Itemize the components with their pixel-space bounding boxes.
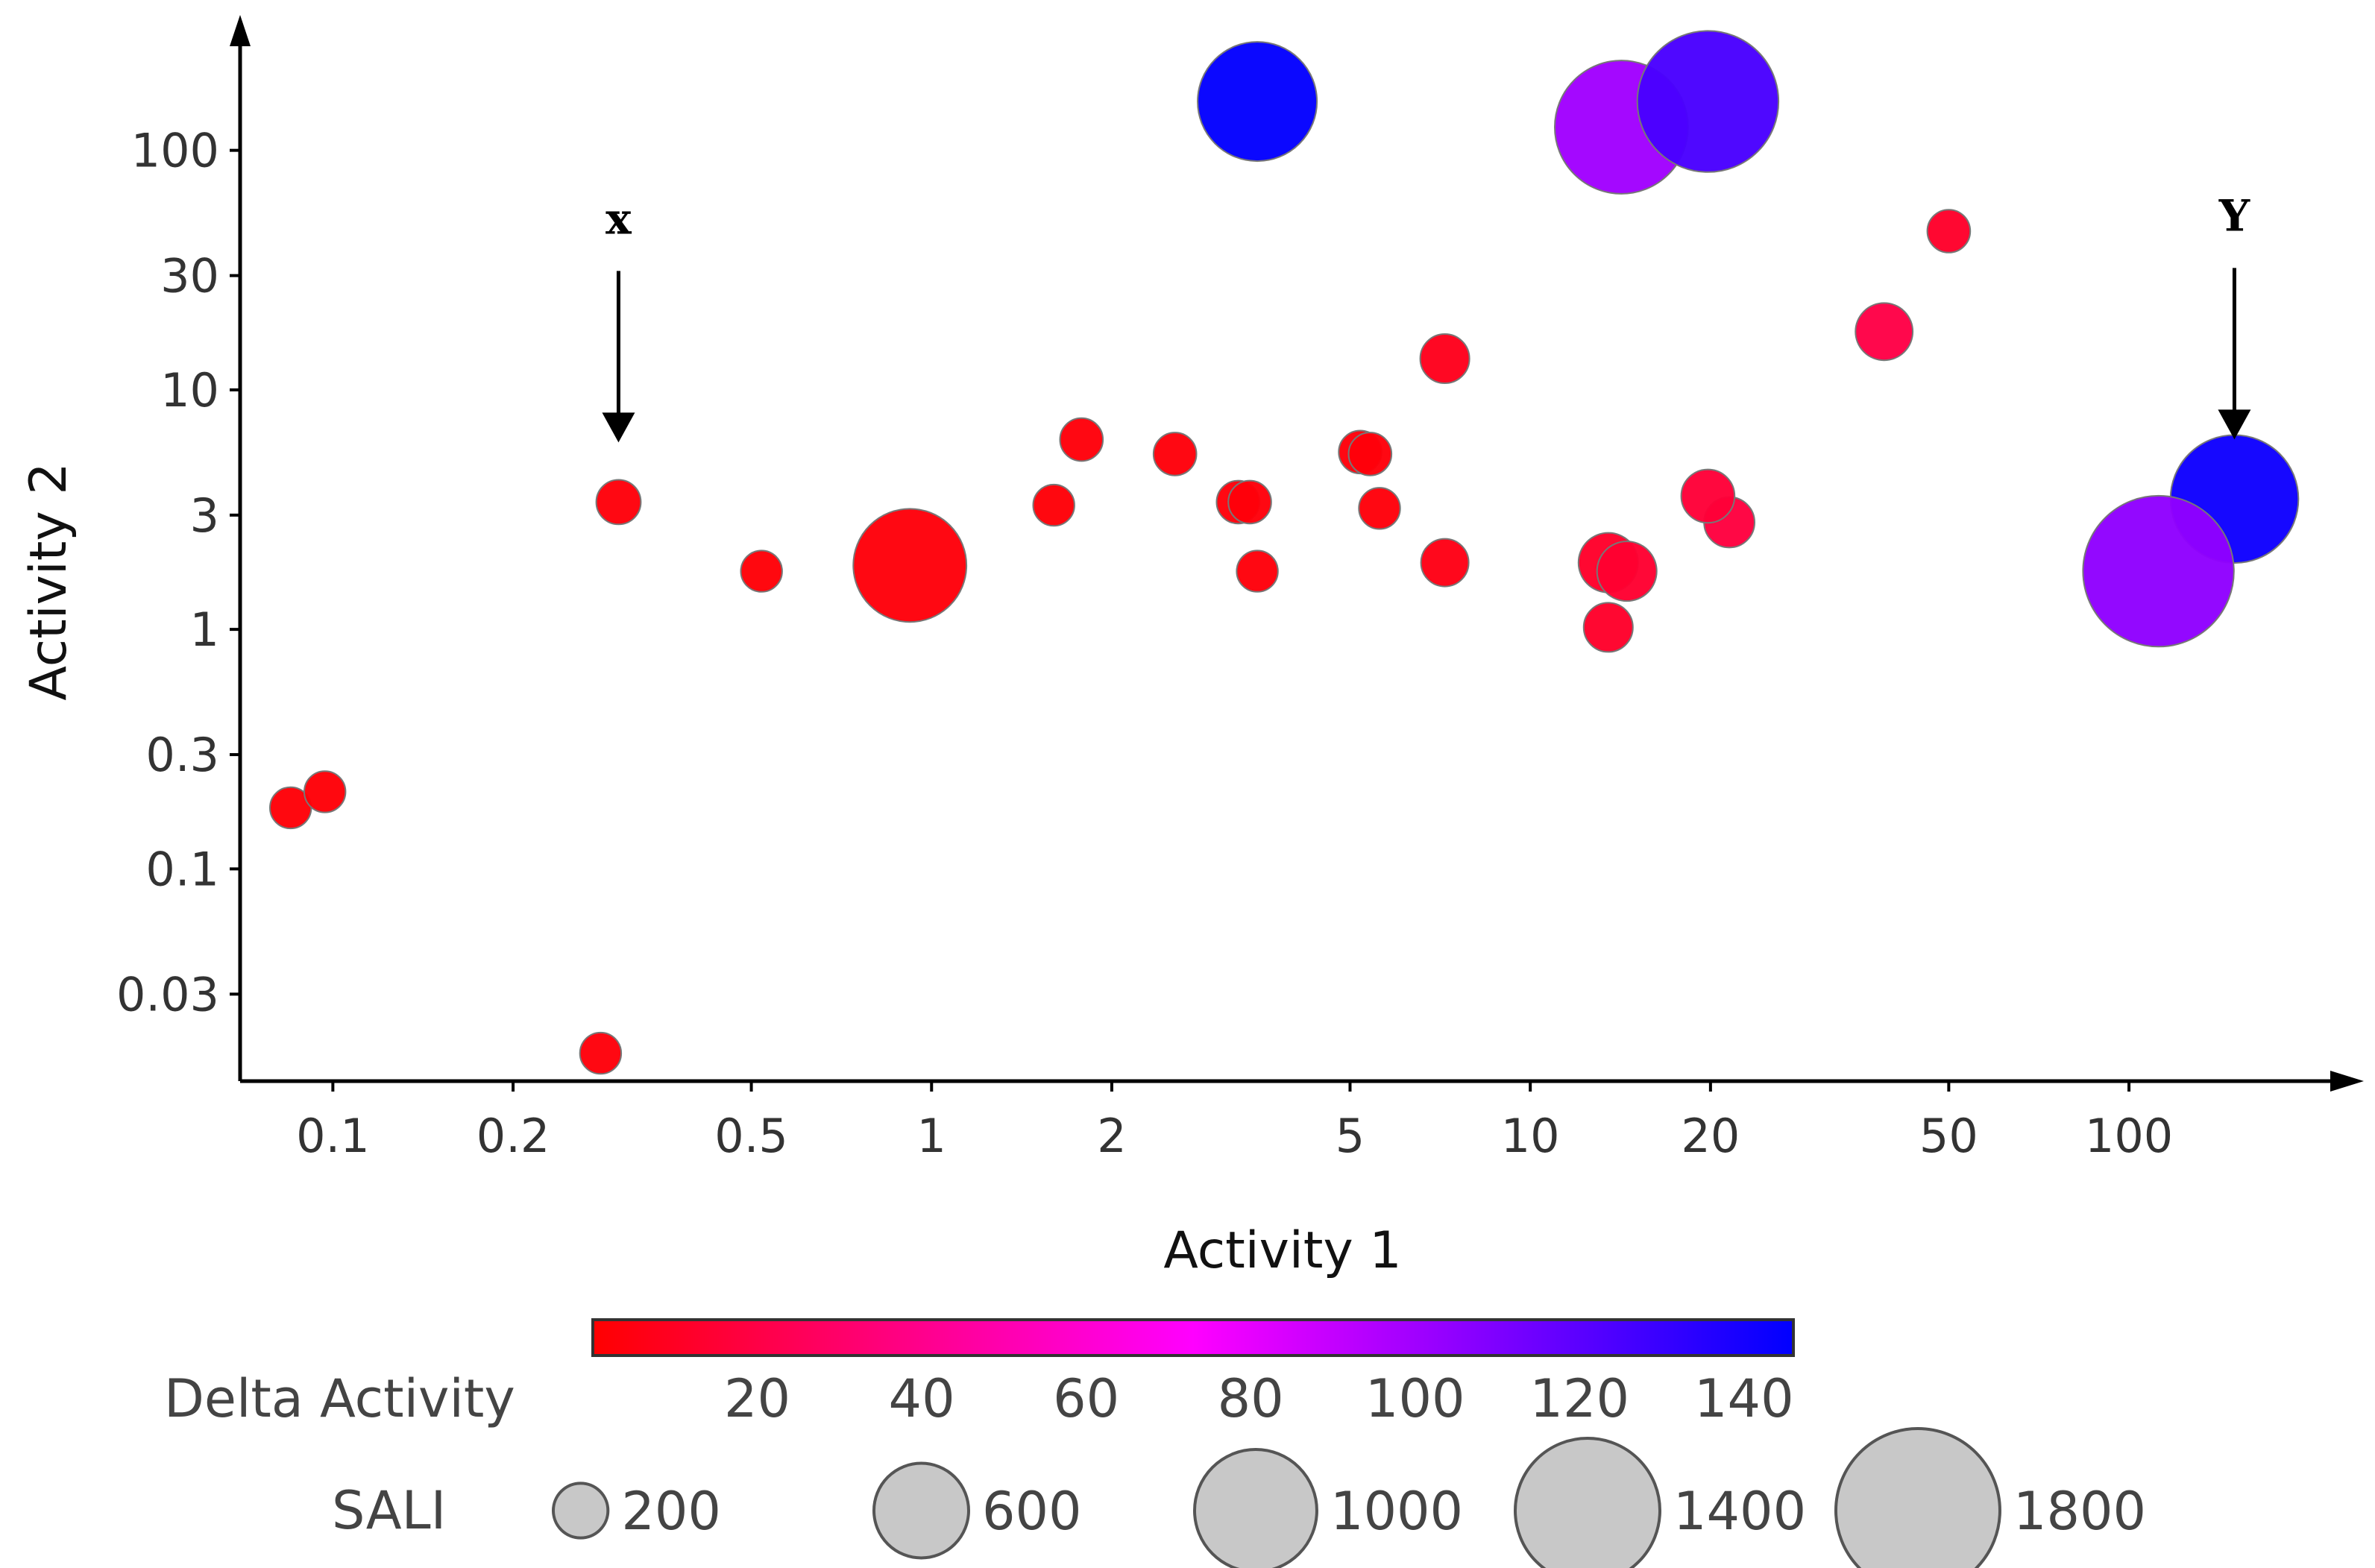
data-point <box>1152 432 1198 476</box>
data-point <box>1227 479 1272 525</box>
annotation-label: x <box>605 193 632 244</box>
data-point <box>852 508 968 623</box>
data-point <box>1582 602 1634 653</box>
y-tick-label: 0.1 <box>145 842 219 896</box>
colorbar-tick-label: 20 <box>724 1368 790 1429</box>
data-point <box>595 479 642 526</box>
colorbar-tick-label: 140 <box>1694 1368 1794 1429</box>
x-tick-label: 1 <box>917 1109 946 1163</box>
y-tick-label: 0.03 <box>116 967 219 1021</box>
data-point <box>1059 417 1104 462</box>
size-legend: SALI 200 600 1000 1400 1800 <box>332 1427 2146 1568</box>
x-tick-label: 100 <box>2085 1109 2173 1163</box>
size-legend-title: SALI <box>332 1480 446 1541</box>
data-point <box>1032 483 1075 527</box>
data-point <box>1420 538 1470 588</box>
colorbar-legend: Delta Activity 20 40 60 80 100 120 140 <box>164 1318 1795 1429</box>
data-point <box>1855 302 1914 362</box>
data-point <box>1596 541 1658 602</box>
axes <box>230 15 2364 1092</box>
size-legend-label: 1800 <box>2013 1481 2146 1542</box>
annotation-label: Y <box>2218 190 2250 241</box>
size-legend-items: 200 600 1000 1400 1800 <box>552 1427 2146 1568</box>
data-point <box>1236 550 1279 593</box>
size-legend-label: 200 <box>621 1481 721 1542</box>
colorbar-tick-label: 80 <box>1218 1368 1284 1429</box>
size-legend-label: 1400 <box>1673 1481 1806 1542</box>
data-point <box>303 770 347 813</box>
data-point <box>740 550 783 593</box>
x-axis-title: Activity 1 <box>1163 1221 1401 1280</box>
colorbar-tick-label: 100 <box>1365 1368 1465 1429</box>
annotation-arrowhead <box>2218 409 2251 440</box>
y-tick-label: 10 <box>160 363 219 418</box>
colorbar-tick-label: 60 <box>1053 1368 1119 1429</box>
size-legend-circle <box>872 1461 970 1560</box>
annotation-arrowhead <box>602 412 635 443</box>
colorbar-tick-label: 120 <box>1529 1368 1629 1429</box>
data-point <box>579 1031 623 1075</box>
y-axis-title: Activity 2 <box>19 462 78 700</box>
x-tick-label: 0.5 <box>714 1109 788 1163</box>
data-point <box>1636 30 1780 173</box>
data-points <box>269 30 2300 1075</box>
x-tick-label: 0.2 <box>476 1109 550 1163</box>
data-point <box>1347 432 1393 476</box>
y-tick-label: 3 <box>190 488 219 543</box>
data-point <box>1197 41 1318 163</box>
data-point <box>1926 209 1972 254</box>
data-point <box>1358 487 1401 530</box>
x-tick-label: 2 <box>1097 1109 1126 1163</box>
y-tick-label: 100 <box>131 124 219 178</box>
colorbar-title: Delta Activity <box>164 1368 515 1429</box>
size-legend-circle <box>1834 1427 2001 1568</box>
x-tick-label: 10 <box>1501 1109 1560 1163</box>
size-legend-circle <box>1514 1437 1661 1568</box>
size-legend-label: 600 <box>982 1481 1082 1542</box>
y-tick-label: 1 <box>190 602 219 657</box>
size-legend-circle <box>552 1482 610 1540</box>
x-tick-label: 50 <box>1919 1109 1978 1163</box>
x-tick-label: 5 <box>1336 1109 1365 1163</box>
colorbar <box>591 1318 1795 1357</box>
x-tick-label: 20 <box>1681 1109 1740 1163</box>
y-axis-ticks: 0.03 0.1 0.3 1 3 10 30 100 <box>116 124 240 1021</box>
colorbar-ticks: 20 40 60 80 100 120 140 <box>724 1368 1794 1429</box>
x-axis-arrow <box>2330 1071 2364 1092</box>
x-tick-label: 0.1 <box>296 1109 370 1163</box>
x-axis-ticks: 0.1 0.2 0.5 1 2 5 10 20 50 100 <box>296 1081 2173 1163</box>
data-point <box>1680 468 1736 524</box>
y-tick-label: 0.3 <box>145 728 219 782</box>
y-axis-arrow <box>230 15 251 46</box>
size-legend-label: 1000 <box>1330 1481 1463 1542</box>
colorbar-tick-label: 40 <box>889 1368 955 1429</box>
y-tick-label: 30 <box>160 249 219 303</box>
size-legend-circle <box>1193 1448 1318 1568</box>
data-point <box>2082 494 2235 648</box>
data-point <box>1419 333 1470 384</box>
